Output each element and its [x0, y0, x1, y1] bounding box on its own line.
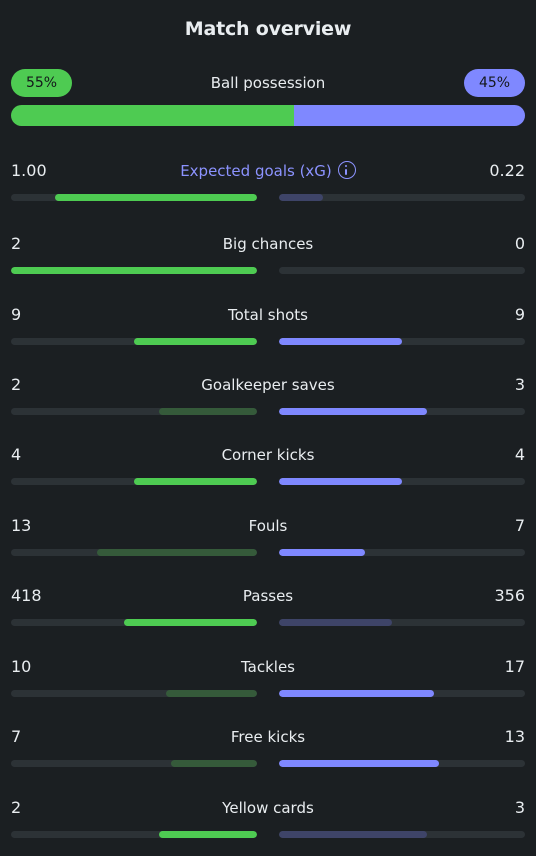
stat-row: 4 Corner kicks 4 [11, 444, 525, 492]
stat-label-text: Expected goals (xG) [180, 162, 332, 180]
stat-label: Tackles [11, 656, 525, 678]
stat-away-value: 13 [504, 727, 525, 746]
stat-away-bar [279, 338, 525, 345]
stat-home-bar-fill [158, 831, 257, 838]
stat-away-value: 4 [514, 445, 525, 464]
stat-away-bar-fill [279, 194, 324, 201]
stat-home-bar [11, 760, 257, 767]
stat-label: Big chances [11, 233, 525, 255]
stat-label-text: Total shots [228, 306, 308, 324]
stat-label-text: Yellow cards [222, 799, 314, 817]
stat-label: Passes [11, 585, 525, 607]
stat-row: 2 Big chances 0 [11, 233, 525, 281]
stat-home-value: 1.00 [11, 161, 47, 180]
stat-home-value: 418 [11, 586, 42, 605]
stat-home-bar-fill [170, 760, 257, 767]
stat-row: 2 Goalkeeper saves 3 [11, 374, 525, 422]
stat-home-bar [11, 408, 257, 415]
stat-row: 10 Tackles 17 [11, 656, 525, 704]
stat-away-bar-fill [279, 478, 402, 485]
stat-away-value: 9 [514, 305, 525, 324]
stat-away-value: 3 [514, 375, 525, 394]
stat-away-value: 0 [514, 234, 525, 253]
stat-home-value: 9 [11, 305, 22, 324]
stat-label[interactable]: Expected goals (xG) [11, 160, 525, 182]
stat-label: Total shots [11, 304, 525, 326]
stat-label: Corner kicks [11, 444, 525, 466]
stat-away-bar-fill [279, 549, 366, 556]
stat-label-text: Fouls [248, 517, 288, 535]
away-possession-badge: 45% [464, 69, 525, 97]
stat-label: Free kicks [11, 726, 525, 748]
stat-home-value: 10 [11, 657, 32, 676]
stat-away-bar [279, 690, 525, 697]
page-title: Match overview [184, 18, 352, 40]
home-possession-badge: 55% [11, 69, 72, 97]
stat-row: 9 Total shots 9 [11, 304, 525, 352]
stat-home-value: 13 [11, 516, 32, 535]
stat-away-bar [279, 478, 525, 485]
stat-home-value: 2 [11, 798, 22, 817]
stat-home-bar-fill [97, 549, 257, 556]
stat-row: 418 Passes 356 [11, 585, 525, 633]
stat-home-value: 2 [11, 375, 22, 394]
stat-home-bar-fill [134, 478, 257, 485]
stat-label-text: Goalkeeper saves [201, 376, 335, 394]
stat-label-text: Tackles [240, 658, 296, 676]
stat-home-bar [11, 619, 257, 626]
stat-home-bar [11, 267, 257, 274]
stat-home-bar-fill [55, 194, 257, 201]
stat-label: Goalkeeper saves [11, 374, 525, 396]
stat-home-bar-fill [124, 619, 257, 626]
stat-home-bar [11, 478, 257, 485]
stat-row: 2 Yellow cards 3 [11, 797, 525, 845]
stat-away-value: 0.22 [489, 161, 525, 180]
stat-away-bar-fill [279, 619, 393, 626]
possession-label: Ball possession [210, 74, 326, 92]
stat-home-value: 7 [11, 727, 22, 746]
stat-home-bar-fill [134, 338, 257, 345]
stat-label-text: Corner kicks [221, 446, 315, 464]
stat-away-value: 17 [504, 657, 525, 676]
stat-row: 1.00 Expected goals (xG) 0.22 [11, 160, 525, 208]
stat-away-bar [279, 408, 525, 415]
stat-away-bar-fill [279, 408, 427, 415]
possession-bar-home [11, 105, 294, 126]
stat-home-bar-fill [11, 267, 257, 274]
stat-label-text: Big chances [222, 235, 314, 253]
stat-away-bar [279, 549, 525, 556]
info-icon[interactable] [337, 161, 356, 179]
stat-away-bar [279, 760, 525, 767]
stat-home-bar-fill [158, 408, 257, 415]
stat-home-bar [11, 549, 257, 556]
stat-away-value: 7 [514, 516, 525, 535]
stat-label-text: Passes [242, 587, 294, 605]
stat-row: 13 Fouls 7 [11, 515, 525, 563]
stat-label: Fouls [11, 515, 525, 537]
stat-away-bar [279, 619, 525, 626]
stat-home-value: 2 [11, 234, 22, 253]
stat-home-bar [11, 194, 257, 201]
stat-away-value: 356 [494, 586, 525, 605]
stat-away-bar-fill [279, 831, 427, 838]
stat-home-value: 4 [11, 445, 22, 464]
possession-bar [11, 105, 525, 126]
stat-home-bar [11, 831, 257, 838]
stat-home-bar [11, 338, 257, 345]
stat-away-bar [279, 267, 525, 274]
stat-away-bar-fill [279, 690, 434, 697]
stat-away-value: 3 [514, 798, 525, 817]
stat-away-bar [279, 194, 525, 201]
stat-row: 7 Free kicks 13 [11, 726, 525, 774]
stat-away-bar [279, 831, 525, 838]
stat-label: Yellow cards [11, 797, 525, 819]
possession-bar-away [293, 105, 525, 126]
stat-home-bar [11, 690, 257, 697]
stat-home-bar-fill [165, 690, 257, 697]
stat-away-bar-fill [279, 760, 439, 767]
stat-away-bar-fill [279, 338, 402, 345]
stat-label-text: Free kicks [230, 728, 306, 746]
